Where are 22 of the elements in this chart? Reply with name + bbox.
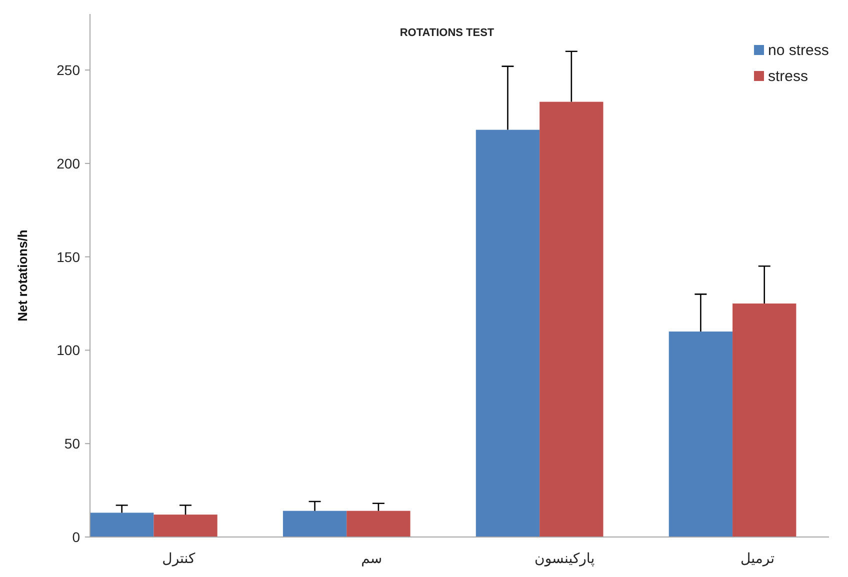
- text: ROTATIONS TEST: [400, 27, 494, 39]
- legend-label: no stress: [768, 42, 829, 59]
- y-tick-label: 200: [56, 155, 80, 172]
- bar: [154, 514, 218, 537]
- y-tick-label: 0: [72, 529, 80, 545]
- y-tick-label: 150: [56, 248, 80, 265]
- x-tick-label: پارکینسون: [534, 550, 595, 567]
- bar: [732, 304, 796, 537]
- bar: [282, 510, 347, 537]
- y-tick-label: 100: [56, 342, 80, 358]
- bar: [540, 102, 604, 537]
- x-tick-label: کنترل: [162, 550, 196, 567]
- bar: [346, 510, 410, 537]
- y-tick-label: 250: [56, 62, 80, 78]
- legend-label: stress: [768, 68, 808, 85]
- x-tick-label: سم: [361, 550, 382, 567]
- bar: [90, 512, 154, 537]
- y-tick-label: 50: [64, 436, 80, 452]
- x-tick-label: ترمیل: [740, 550, 775, 567]
- y-axis-title: Net rotations/h: [15, 230, 30, 322]
- bar: [476, 130, 540, 537]
- bar: [668, 332, 733, 537]
